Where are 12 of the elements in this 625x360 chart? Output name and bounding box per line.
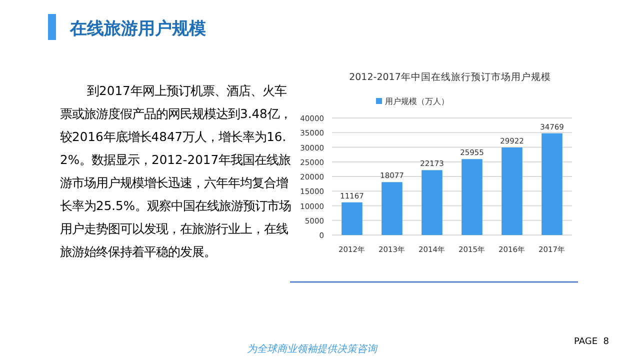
bar [382, 182, 402, 235]
text: 在线旅游用户规模 [69, 19, 206, 39]
bar [502, 147, 522, 235]
text: 为全球商业领袖提供决策咨询 [247, 343, 378, 355]
bar [422, 170, 442, 235]
bar [342, 202, 362, 235]
text: 到2017年网上预订机票、酒店、火车票或旅游度假产品的网民规模达到3.48亿，较2016年底增长4847万人，增长率为16.2%。数据显示，2012-2017年我国在线旅游市场用户规模增长迅速，六年年均复合增长率为25.5%。观察中国在线旅游预订市场用户走势图可以发现，在旅游行业上，在线旅游始终保持着平稳的发展。 [60, 83, 292, 261]
legend-label: 用户规模（万人） [385, 97, 449, 106]
chart-title: 2012-2017年中国在线旅行预订市场用户规模 [349, 71, 551, 83]
bar [542, 133, 562, 235]
bar [462, 159, 482, 235]
text: PAGE 8 [574, 337, 610, 347]
